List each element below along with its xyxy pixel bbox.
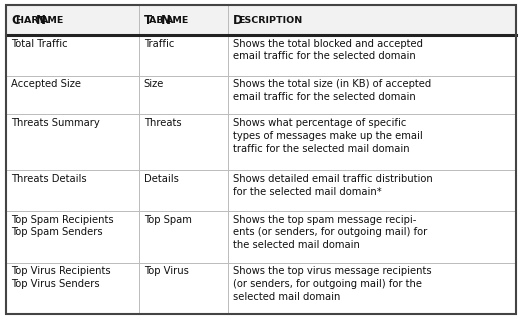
Text: Shows the top spam message recipi-
ents (or senders, for outgoing mail) for
the : Shows the top spam message recipi- ents … [233, 214, 427, 250]
Text: Size: Size [144, 79, 164, 89]
Text: Shows what percentage of specific
types of messages make up the email
traffic fo: Shows what percentage of specific types … [233, 118, 423, 153]
Bar [6, 5, 516, 35]
Text: D: D [233, 13, 243, 26]
Text: AME: AME [41, 16, 65, 25]
Text: T: T [144, 13, 152, 26]
Text: Top Virus Recipients
Top Virus Senders: Top Virus Recipients Top Virus Senders [11, 266, 111, 289]
Text: Top Spam: Top Spam [144, 214, 192, 225]
Text: Details: Details [144, 174, 179, 184]
Text: Shows detailed email traffic distribution
for the selected mail domain*: Shows detailed email traffic distributio… [233, 174, 433, 197]
Text: ESCRIPTION: ESCRIPTION [238, 16, 302, 25]
Text: Top Spam Recipients
Top Spam Senders: Top Spam Recipients Top Spam Senders [11, 214, 114, 237]
Text: Total Traffic: Total Traffic [11, 39, 68, 48]
Text: AME: AME [166, 16, 189, 25]
Text: Shows the top virus message recipients
(or senders, for outgoing mail) for the
s: Shows the top virus message recipients (… [233, 266, 432, 301]
Text: Traffic: Traffic [144, 39, 174, 48]
Text: Threats Details: Threats Details [11, 174, 87, 184]
Text: C: C [11, 13, 20, 26]
Text: N: N [161, 13, 171, 26]
Text: Threats Summary: Threats Summary [11, 118, 100, 128]
Text: AB: AB [149, 16, 167, 25]
Text: Top Virus: Top Virus [144, 266, 188, 276]
Text: Accepted Size: Accepted Size [11, 79, 81, 89]
Text: HART: HART [16, 16, 48, 25]
Text: Shows the total blocked and accepted
email traffic for the selected domain: Shows the total blocked and accepted ema… [233, 39, 423, 61]
Text: N: N [37, 13, 46, 26]
Text: Shows the total size (in KB) of accepted
email traffic for the selected domain: Shows the total size (in KB) of accepted… [233, 79, 431, 102]
Text: Threats: Threats [144, 118, 181, 128]
